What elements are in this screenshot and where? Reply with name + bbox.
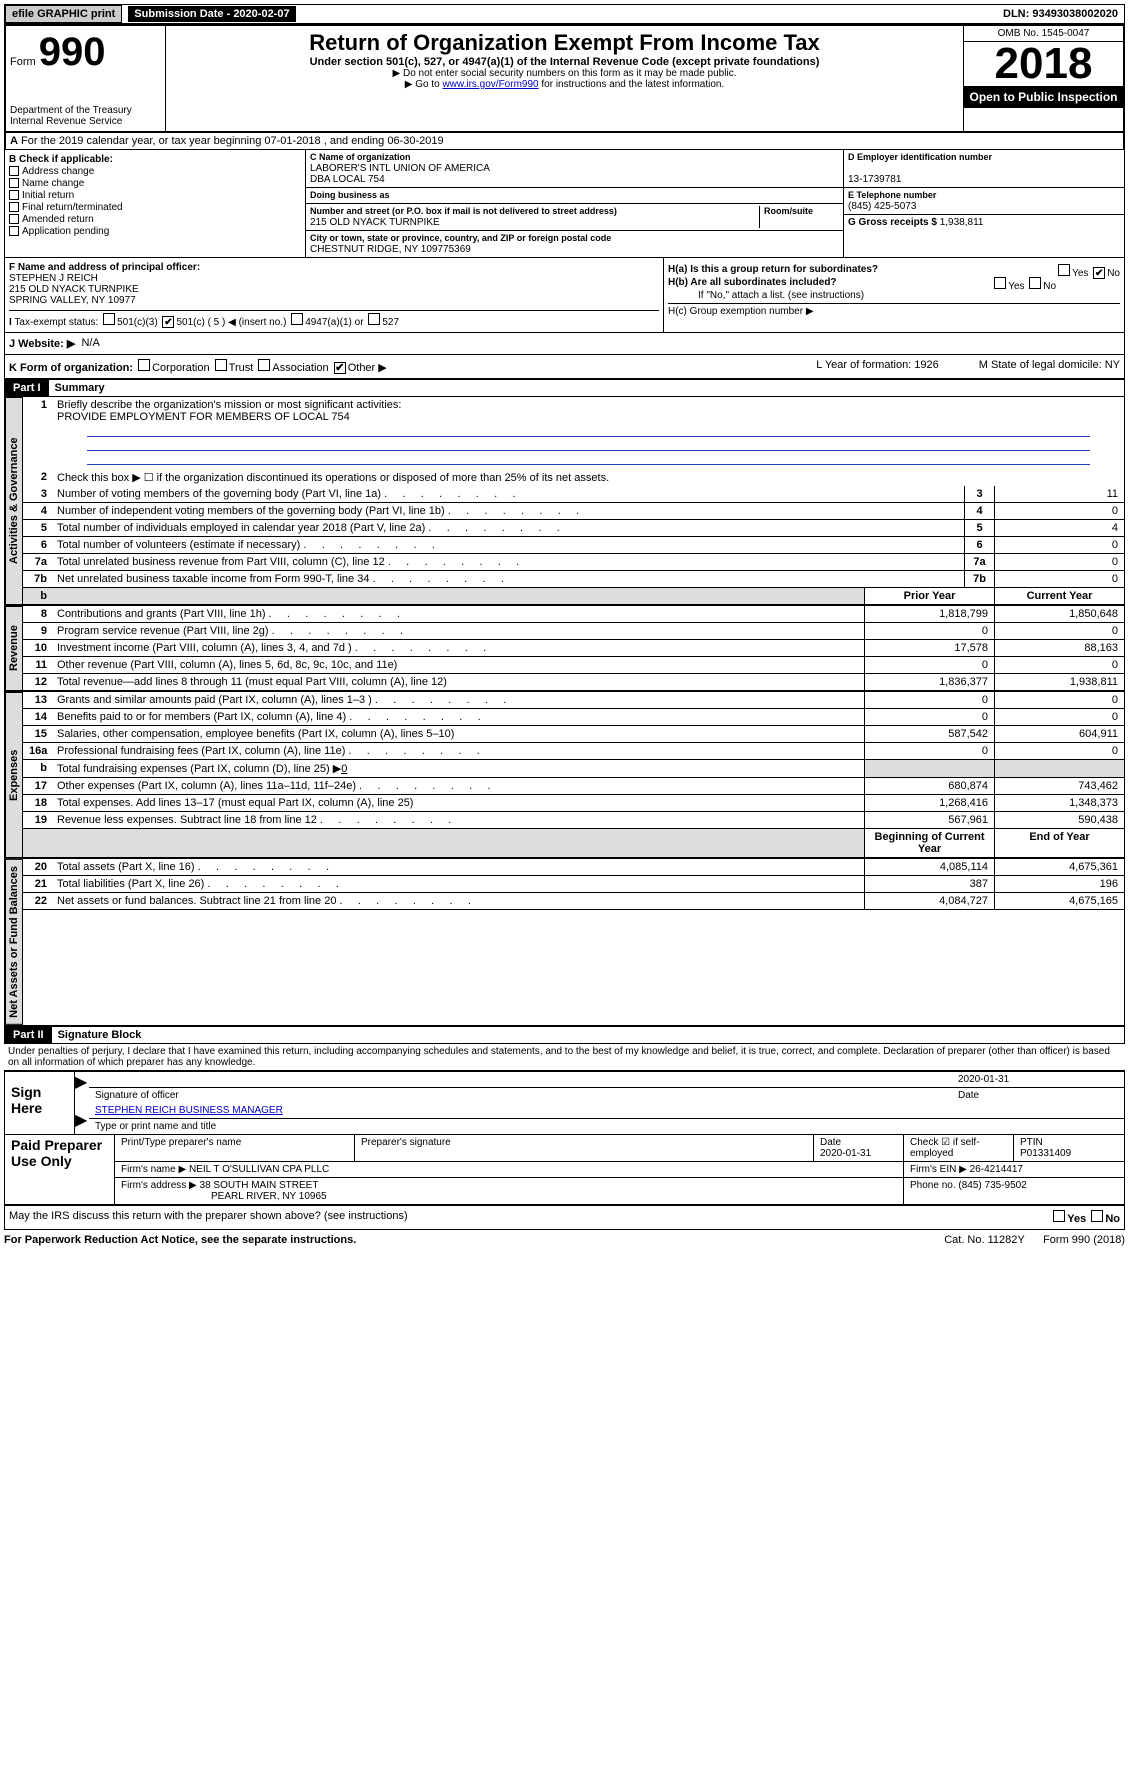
firm-name: NEIL T O'SULLIVAN CPA PLLC (189, 1164, 329, 1175)
part1-bar: Part I Summary (4, 379, 1125, 397)
chk-amended[interactable]: Amended return (9, 214, 301, 225)
form-title: Return of Organization Exempt From Incom… (170, 30, 959, 56)
org-address: 215 OLD NYACK TURNPIKE (310, 217, 440, 228)
perjury-statement: Under penalties of perjury, I declare th… (4, 1044, 1125, 1070)
part2-bar: Part II Signature Block (4, 1026, 1125, 1044)
v3: 11 (994, 486, 1124, 502)
h-b: H(b) Are all subordinates included? Yes … (668, 277, 1120, 288)
prep-date: 2020-01-31 (820, 1148, 871, 1159)
ein: 13-1739781 (848, 174, 901, 185)
gross-receipts: 1,938,811 (940, 217, 984, 228)
mission: PROVIDE EMPLOYMENT FOR MEMBERS OF LOCAL … (57, 411, 350, 423)
ptin: P01331409 (1020, 1148, 1071, 1159)
paid-label: Paid Preparer Use Only (5, 1135, 115, 1204)
chk-app-pending[interactable]: Application pending (9, 226, 301, 237)
hb-yes[interactable] (994, 277, 1006, 289)
sign-date: 2020-01-31 (958, 1074, 1009, 1085)
section-governance: Activities & Governance 1Briefly describ… (4, 397, 1125, 606)
org-city: CHESTNUT RIDGE, NY 109775369 (310, 244, 471, 255)
chk-501c[interactable] (162, 316, 174, 328)
discuss-no[interactable] (1091, 1210, 1103, 1222)
public-inspection: Open to Public Inspection (964, 86, 1123, 108)
row-website: J Website: ▶ N/A (4, 333, 1125, 355)
firm-ein: 26-4214417 (970, 1164, 1023, 1175)
website: N/A (81, 337, 99, 350)
section-revenue: Revenue 8Contributions and grants (Part … (4, 606, 1125, 692)
section-net-assets: Net Assets or Fund Balances 20Total asse… (4, 859, 1125, 1026)
tax-year: 2018 (964, 42, 1123, 86)
chk-final-return[interactable]: Final return/terminated (9, 202, 301, 213)
chk-other[interactable] (334, 362, 346, 374)
efile-button[interactable]: efile GRAPHIC print (5, 5, 122, 23)
form-number: 990 (39, 30, 106, 74)
signature-block: Sign Here ▶▶ 2020-01-31 Signature of off… (4, 1070, 1125, 1135)
chk-name-change[interactable]: Name change (9, 178, 301, 189)
org-name: LABORER'S INTL UNION OF AMERICA DBA LOCA… (310, 163, 490, 185)
year-formation: L Year of formation: 1926 (816, 359, 939, 374)
discuss-row: May the IRS discuss this return with the… (4, 1206, 1125, 1230)
row-k: K Form of organization: Corporation Trus… (4, 355, 1125, 379)
officer-name: STEPHEN J REICH (9, 273, 98, 284)
form-label: Form (10, 56, 36, 68)
h-a: H(a) Is this a group return for subordin… (668, 264, 1120, 275)
tab-governance: Activities & Governance (5, 397, 23, 605)
chk-trust[interactable] (215, 359, 227, 371)
chk-4947[interactable] (291, 313, 303, 325)
section-expenses: Expenses 13Grants and similar amounts pa… (4, 692, 1125, 859)
v6: 0 (994, 537, 1124, 553)
v7a: 0 (994, 554, 1124, 570)
box-b-label: B Check if applicable: (9, 154, 113, 165)
v7b: 0 (994, 571, 1124, 587)
tax-period: A For the 2019 calendar year, or tax yea… (6, 133, 1123, 149)
entity-block: B Check if applicable: Address change Na… (4, 150, 1125, 258)
chk-assoc[interactable] (258, 359, 270, 371)
form-subtitle: Under section 501(c), 527, or 4947(a)(1)… (170, 56, 959, 68)
hb-no[interactable] (1029, 277, 1041, 289)
chk-501c3[interactable] (103, 313, 115, 325)
sign-here-label: Sign Here (5, 1072, 75, 1134)
note-link: ▶ Go to www.irs.gov/Form990 for instruct… (170, 79, 959, 90)
state-domicile: M State of legal domicile: NY (979, 359, 1120, 374)
v4: 0 (994, 503, 1124, 519)
tab-revenue: Revenue (5, 606, 23, 691)
chk-address-change[interactable]: Address change (9, 166, 301, 177)
ha-yes[interactable] (1058, 264, 1070, 276)
firm-phone: (845) 735-9502 (958, 1180, 1026, 1191)
h-c: H(c) Group exemption number ▶ (668, 303, 1120, 317)
form-header: Form 990 Department of the Treasury Inte… (4, 24, 1125, 133)
instructions-link[interactable]: www.irs.gov/Form990 (442, 79, 538, 90)
v5: 4 (994, 520, 1124, 536)
tab-net-assets: Net Assets or Fund Balances (5, 859, 23, 1025)
submission-date: Submission Date - 2020-02-07 (128, 6, 295, 22)
chk-initial-return[interactable]: Initial return (9, 190, 301, 201)
chk-corp[interactable] (138, 359, 150, 371)
signer-name[interactable]: STEPHEN REICH BUSINESS MANAGER (95, 1105, 283, 1116)
dept: Department of the Treasury Internal Reve… (10, 105, 161, 127)
chk-527[interactable] (368, 313, 380, 325)
firm-addr: 38 SOUTH MAIN STREET (200, 1180, 319, 1191)
note-ssn: ▶ Do not enter social security numbers o… (170, 68, 959, 79)
phone: (845) 425-5073 (848, 201, 916, 212)
dln: DLN: 93493038002020 (997, 6, 1124, 22)
tab-expenses: Expenses (5, 692, 23, 858)
top-toolbar: efile GRAPHIC print Submission Date - 20… (4, 4, 1125, 24)
footer: For Paperwork Reduction Act Notice, see … (4, 1230, 1125, 1250)
discuss-yes[interactable] (1053, 1210, 1065, 1222)
officer-block: F Name and address of principal officer:… (4, 258, 1125, 333)
paid-preparer-block: Paid Preparer Use Only Print/Type prepar… (4, 1135, 1125, 1206)
ha-no[interactable] (1093, 267, 1105, 279)
